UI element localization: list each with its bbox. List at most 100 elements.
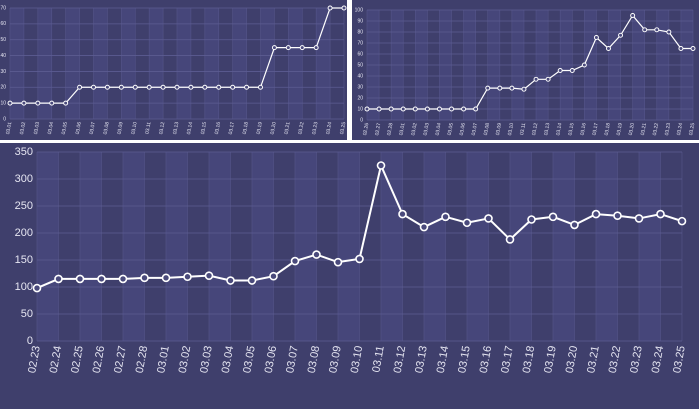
x-tick-label: 02.27 [374, 122, 382, 136]
x-tick-label: 03.16 [478, 345, 495, 374]
x-tick-label: 02.25 [69, 345, 86, 374]
x-tick-label: 03.17 [228, 121, 236, 135]
point [533, 76, 539, 82]
stripe [553, 152, 575, 341]
x-tick-label: 02.28 [134, 345, 151, 374]
point [666, 29, 672, 35]
x-tick-label: 03.03 [423, 122, 431, 136]
point [569, 68, 575, 73]
stripe [121, 8, 136, 119]
x-tick-label: 03.12 [392, 345, 409, 374]
x-tick-label: 03.22 [652, 122, 660, 136]
x-tick-label: 02.26 [91, 345, 108, 374]
point [333, 257, 343, 267]
x-tick-label: 03.07 [284, 345, 301, 374]
line [367, 14, 693, 110]
stripe [204, 8, 219, 119]
point [388, 106, 394, 112]
x-tick-label: 03.16 [214, 121, 222, 135]
x-tick-label: 03.07 [471, 122, 479, 136]
x-tick-label: 03.17 [592, 122, 600, 136]
y-tick-label: 10 [357, 106, 363, 112]
point [473, 106, 479, 112]
point [690, 46, 696, 51]
point [461, 106, 467, 112]
y-tick-label: 10 [0, 100, 6, 106]
point [376, 106, 382, 112]
x-tick-label: 03.02 [410, 122, 418, 136]
point [313, 45, 319, 51]
y-tick-label: 40 [0, 53, 6, 59]
y-tick-label: 40 [357, 73, 363, 79]
point [497, 85, 503, 91]
point [593, 35, 599, 40]
point [258, 84, 263, 90]
y-tick-label: 50 [357, 62, 363, 68]
x-tick-label: 03.25 [339, 121, 347, 135]
y-tick-label: 50 [0, 37, 6, 43]
x-tick-label: 03.23 [311, 121, 319, 135]
point [548, 212, 558, 222]
point [678, 46, 684, 51]
point [400, 106, 406, 112]
x-tick-label: 03.25 [671, 345, 688, 374]
point [216, 84, 222, 90]
y-tick-label: 30 [0, 69, 6, 75]
x-tick-label: 03.15 [456, 345, 473, 374]
stripe [177, 8, 191, 119]
point [449, 106, 454, 112]
point [91, 84, 96, 90]
x-tick-label: 03.04 [435, 122, 443, 136]
point [285, 45, 291, 51]
x-tick-label: 03.06 [263, 345, 280, 374]
x-tick-label: 03.24 [325, 121, 333, 135]
stripe [316, 8, 331, 119]
x-tick-label: 03.25 [688, 122, 696, 136]
x-tick-label: 03.14 [555, 122, 563, 136]
x-tick-label: 03.06 [459, 122, 467, 136]
point [484, 214, 493, 223]
point [581, 62, 587, 68]
y-tick-label: 70 [357, 40, 363, 46]
x-tick-label: 03.21 [284, 121, 292, 135]
x-tick-label: 03.05 [447, 122, 455, 136]
x-tick-label: 03.10 [507, 122, 515, 136]
point [436, 106, 442, 112]
point [35, 100, 41, 106]
x-tick-label: 03.21 [640, 122, 648, 136]
x-tick-label: 03.15 [567, 122, 575, 136]
x-tick-label: 03.13 [172, 121, 180, 135]
point [54, 274, 63, 284]
y-tick-label: 0 [3, 116, 6, 122]
point [424, 106, 430, 112]
stripe [252, 152, 274, 341]
stripe [149, 8, 164, 119]
x-tick-label: 03.23 [664, 122, 672, 136]
point [271, 45, 277, 51]
x-tick-label: 03.11 [144, 121, 152, 134]
point [32, 283, 42, 293]
y-tick-label: 350 [15, 146, 33, 158]
point [188, 84, 194, 90]
y-tick-label: 300 [15, 173, 33, 185]
point [140, 273, 149, 283]
x-tick-label: 03.15 [200, 121, 208, 135]
point [327, 5, 333, 11]
x-tick-label: 03.10 [349, 345, 366, 374]
x-tick-label: 03.02 [19, 121, 27, 135]
point [7, 100, 13, 106]
x-tick-label: 03.24 [676, 122, 684, 136]
stripe [510, 152, 532, 341]
point [77, 84, 83, 90]
point [591, 209, 601, 219]
x-tick-label: 03.13 [413, 345, 430, 374]
stripe [123, 152, 145, 341]
stripe [80, 152, 102, 341]
x-tick-label: 03.08 [103, 121, 111, 135]
point [118, 84, 124, 90]
x-tick-label: 03.09 [327, 345, 344, 374]
point [364, 106, 370, 112]
point [161, 273, 171, 283]
stripe [424, 152, 446, 341]
point [230, 84, 236, 90]
